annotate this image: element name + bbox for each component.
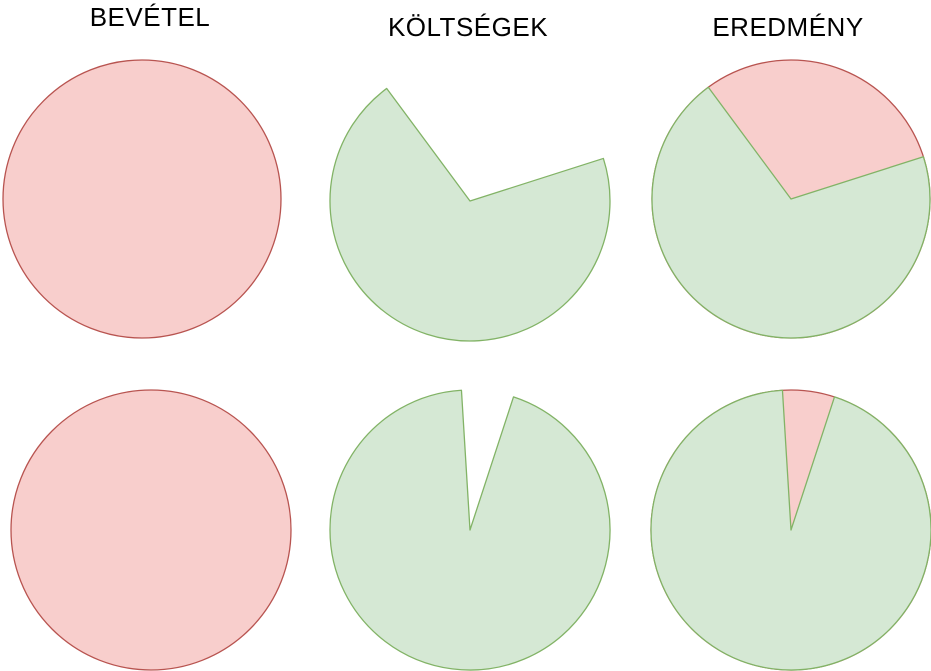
column-title-bevetel: BEVÉTEL [89, 2, 211, 32]
pie-slice-cost-koltsegek-70pct [329, 87, 611, 342]
pie-costs-scenario-1-svg [329, 87, 611, 342]
pie-costs-scenario-2-svg [329, 389, 611, 671]
pie-costs-scenario-1 [328, 59, 612, 343]
pie-slice-cost-koltsegek-94pct [650, 389, 931, 671]
column-title-koltsegek: KÖLTSÉGEK [387, 12, 549, 42]
pie-result-scenario-2-svg [650, 389, 931, 671]
pie-revenue-scenario-2 [9, 388, 293, 671]
pie-result-scenario-1-svg [651, 59, 931, 339]
pie-costs-scenario-2 [328, 388, 612, 671]
pie-result-scenario-2 [649, 388, 931, 671]
pie-slice-cost-koltsegek-70pct [651, 86, 931, 339]
pie-revenue-scenario-1-svg [2, 59, 282, 339]
pie-slice-revenue-bevetel-100pct [2, 59, 282, 339]
pie-slice-cost-koltsegek-94pct [329, 389, 611, 671]
pie-revenue-scenario-2-svg [10, 389, 292, 671]
column-title-eredmeny: EREDMÉNY [712, 12, 864, 42]
pie-revenue-scenario-1 [1, 58, 283, 340]
pie-result-scenario-1 [650, 58, 931, 340]
pie-slice-revenue-bevetel-100pct [10, 389, 292, 671]
